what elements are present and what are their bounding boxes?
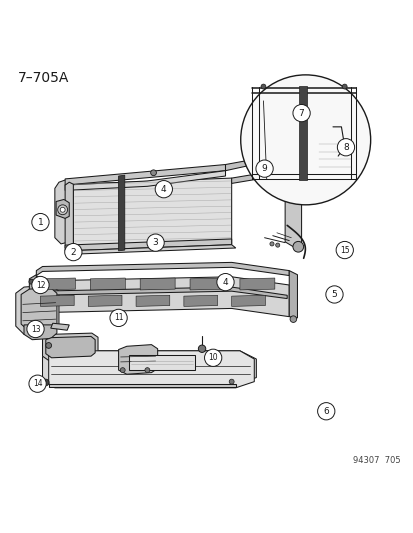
Polygon shape bbox=[65, 165, 225, 185]
Circle shape bbox=[229, 379, 234, 384]
Polygon shape bbox=[65, 171, 225, 190]
Text: 7: 7 bbox=[298, 109, 304, 118]
Polygon shape bbox=[29, 274, 36, 312]
Polygon shape bbox=[128, 355, 194, 370]
Circle shape bbox=[29, 375, 46, 392]
Polygon shape bbox=[43, 333, 98, 362]
Circle shape bbox=[27, 320, 44, 337]
Polygon shape bbox=[289, 271, 297, 318]
Circle shape bbox=[120, 368, 125, 373]
Circle shape bbox=[260, 84, 265, 89]
Circle shape bbox=[110, 309, 127, 327]
Text: 8: 8 bbox=[342, 143, 348, 152]
Polygon shape bbox=[36, 262, 289, 276]
Polygon shape bbox=[65, 182, 73, 250]
Text: 1: 1 bbox=[38, 217, 43, 227]
Polygon shape bbox=[49, 384, 235, 386]
Circle shape bbox=[275, 243, 279, 247]
Polygon shape bbox=[40, 278, 75, 290]
Circle shape bbox=[64, 244, 82, 261]
Circle shape bbox=[255, 160, 273, 177]
Circle shape bbox=[317, 402, 334, 420]
Circle shape bbox=[60, 207, 65, 212]
Circle shape bbox=[147, 234, 164, 251]
Polygon shape bbox=[73, 178, 231, 250]
Polygon shape bbox=[90, 278, 125, 290]
Text: 3: 3 bbox=[152, 238, 158, 247]
Circle shape bbox=[150, 170, 156, 175]
Text: 2: 2 bbox=[70, 248, 76, 256]
Polygon shape bbox=[190, 278, 224, 290]
Polygon shape bbox=[231, 295, 265, 306]
Circle shape bbox=[269, 242, 273, 246]
Polygon shape bbox=[16, 285, 59, 334]
Polygon shape bbox=[65, 239, 231, 251]
Text: 4: 4 bbox=[222, 278, 228, 287]
Text: 10: 10 bbox=[208, 353, 218, 362]
Text: 7–705A: 7–705A bbox=[18, 71, 69, 85]
Polygon shape bbox=[136, 295, 169, 306]
Polygon shape bbox=[46, 336, 95, 358]
Circle shape bbox=[290, 316, 296, 322]
Text: 15: 15 bbox=[339, 246, 349, 255]
Text: 14: 14 bbox=[33, 379, 42, 388]
Polygon shape bbox=[38, 287, 287, 298]
Text: 11: 11 bbox=[114, 313, 123, 322]
Circle shape bbox=[57, 205, 67, 215]
Circle shape bbox=[240, 75, 370, 205]
Polygon shape bbox=[56, 199, 69, 219]
Bar bbox=[299, 86, 306, 180]
Text: 13: 13 bbox=[31, 325, 40, 334]
Polygon shape bbox=[183, 295, 217, 306]
Text: 5: 5 bbox=[331, 290, 337, 299]
Polygon shape bbox=[118, 175, 124, 251]
Polygon shape bbox=[36, 276, 289, 317]
Circle shape bbox=[335, 241, 353, 259]
Circle shape bbox=[216, 273, 234, 291]
Circle shape bbox=[325, 286, 342, 303]
Polygon shape bbox=[49, 351, 254, 388]
Circle shape bbox=[292, 104, 309, 122]
Polygon shape bbox=[40, 295, 74, 306]
Polygon shape bbox=[51, 323, 69, 330]
Circle shape bbox=[337, 139, 354, 156]
Text: 6: 6 bbox=[323, 407, 328, 416]
Polygon shape bbox=[268, 165, 297, 182]
Circle shape bbox=[46, 343, 52, 349]
Circle shape bbox=[29, 279, 34, 284]
Polygon shape bbox=[88, 295, 122, 306]
Polygon shape bbox=[21, 288, 57, 332]
Polygon shape bbox=[24, 325, 57, 340]
Polygon shape bbox=[140, 278, 175, 290]
Polygon shape bbox=[231, 174, 301, 196]
Polygon shape bbox=[118, 345, 157, 374]
Circle shape bbox=[155, 181, 172, 198]
Circle shape bbox=[32, 277, 49, 294]
Text: 94307  705: 94307 705 bbox=[352, 456, 399, 465]
Polygon shape bbox=[225, 160, 280, 177]
Polygon shape bbox=[65, 245, 235, 254]
Circle shape bbox=[204, 349, 221, 366]
Circle shape bbox=[43, 379, 49, 386]
Circle shape bbox=[32, 213, 49, 231]
Circle shape bbox=[198, 345, 205, 352]
Polygon shape bbox=[239, 278, 274, 290]
Circle shape bbox=[145, 368, 150, 373]
Polygon shape bbox=[285, 177, 301, 247]
Text: 12: 12 bbox=[36, 280, 45, 289]
Polygon shape bbox=[55, 179, 71, 244]
Text: 9: 9 bbox=[261, 164, 267, 173]
Circle shape bbox=[292, 241, 303, 252]
Polygon shape bbox=[43, 351, 256, 384]
Circle shape bbox=[32, 325, 38, 331]
Text: 4: 4 bbox=[161, 185, 166, 193]
Circle shape bbox=[342, 84, 347, 89]
